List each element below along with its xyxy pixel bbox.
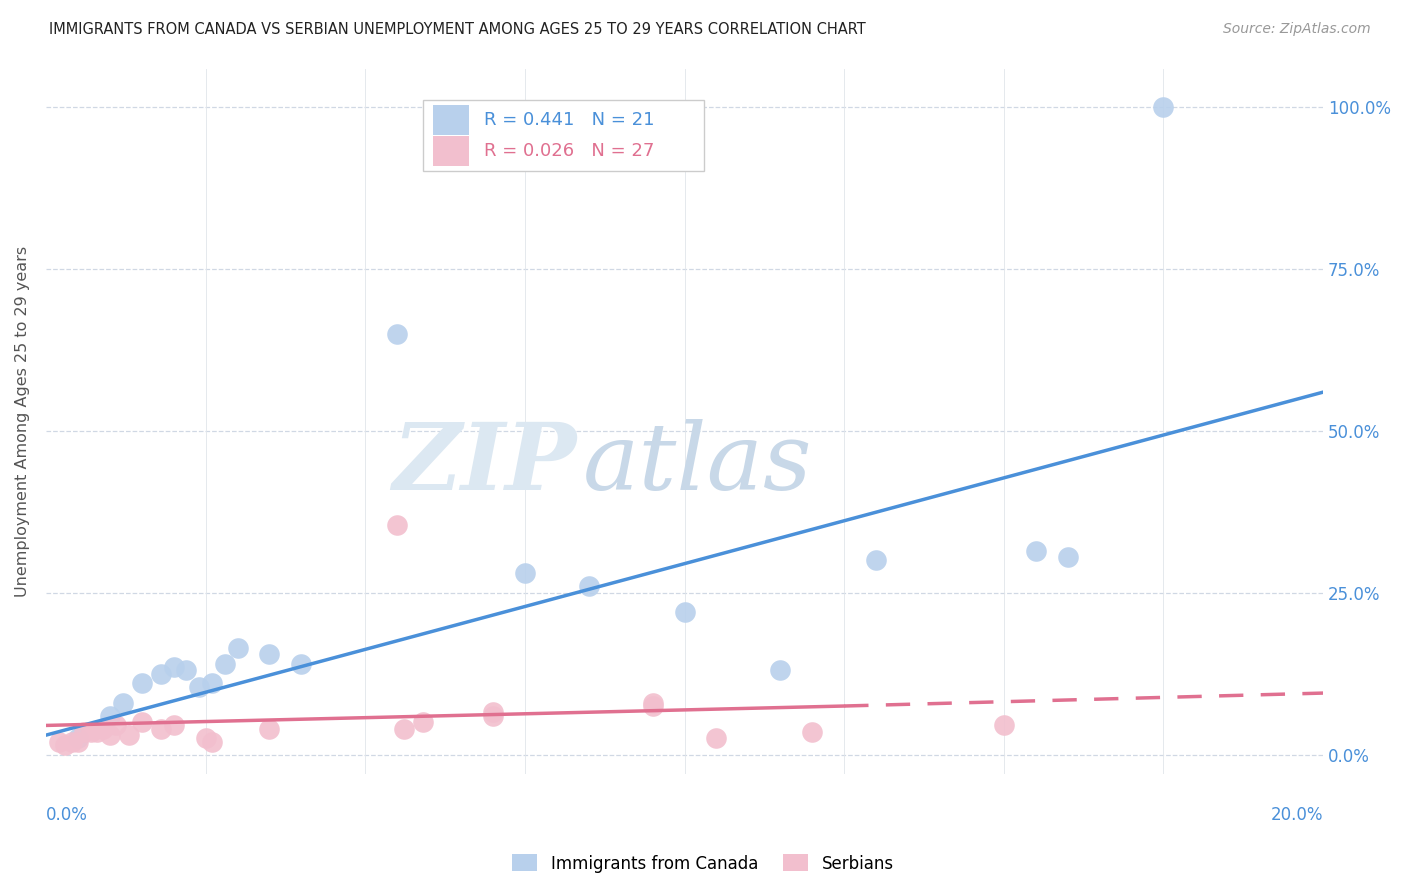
Point <box>86 725 108 739</box>
Point <box>259 722 281 736</box>
Point <box>412 715 434 730</box>
Point <box>131 676 153 690</box>
Point <box>98 728 121 742</box>
Point <box>482 706 505 720</box>
FancyBboxPatch shape <box>433 136 468 166</box>
Point <box>513 566 536 581</box>
FancyBboxPatch shape <box>433 105 468 135</box>
Point <box>163 660 186 674</box>
Point <box>118 728 141 742</box>
Text: ZIP: ZIP <box>392 418 576 508</box>
Point <box>578 579 600 593</box>
Text: R = 0.026   N = 27: R = 0.026 N = 27 <box>484 142 654 160</box>
Point <box>111 696 134 710</box>
Point <box>392 722 415 736</box>
Point <box>149 722 172 736</box>
Text: IMMIGRANTS FROM CANADA VS SERBIAN UNEMPLOYMENT AMONG AGES 25 TO 29 YEARS CORRELA: IMMIGRANTS FROM CANADA VS SERBIAN UNEMPL… <box>49 22 866 37</box>
Point <box>131 715 153 730</box>
Text: Source: ZipAtlas.com: Source: ZipAtlas.com <box>1223 22 1371 37</box>
Point <box>993 718 1015 732</box>
Point <box>482 708 505 723</box>
Text: R = 0.441   N = 21: R = 0.441 N = 21 <box>484 111 655 129</box>
Point <box>201 734 224 748</box>
Point <box>385 517 408 532</box>
Point <box>194 731 217 746</box>
Point <box>1025 543 1047 558</box>
Point <box>66 734 89 748</box>
Point <box>176 664 198 678</box>
Point <box>149 666 172 681</box>
Legend: Immigrants from Canada, Serbians: Immigrants from Canada, Serbians <box>506 847 900 880</box>
Point <box>641 698 664 713</box>
Point <box>93 722 115 736</box>
Point <box>48 734 70 748</box>
Point <box>188 680 211 694</box>
FancyBboxPatch shape <box>423 100 704 170</box>
Text: 0.0%: 0.0% <box>46 806 87 824</box>
Point <box>73 725 96 739</box>
Point <box>79 725 101 739</box>
Point <box>60 734 83 748</box>
Point <box>66 731 89 746</box>
Point <box>641 696 664 710</box>
Point <box>53 738 76 752</box>
Point <box>105 718 128 732</box>
Text: 20.0%: 20.0% <box>1271 806 1323 824</box>
Point <box>1153 100 1175 114</box>
Point <box>385 326 408 341</box>
Point <box>769 664 792 678</box>
Point <box>201 676 224 690</box>
Point <box>214 657 236 671</box>
Point <box>98 708 121 723</box>
Point <box>673 605 696 619</box>
Point <box>226 640 249 655</box>
Point <box>865 553 887 567</box>
Point <box>259 647 281 661</box>
Point <box>801 725 824 739</box>
Point <box>163 718 186 732</box>
Point <box>706 731 728 746</box>
Point <box>1056 550 1078 565</box>
Point <box>290 657 312 671</box>
Text: atlas: atlas <box>582 418 811 508</box>
Y-axis label: Unemployment Among Ages 25 to 29 years: Unemployment Among Ages 25 to 29 years <box>15 245 30 597</box>
